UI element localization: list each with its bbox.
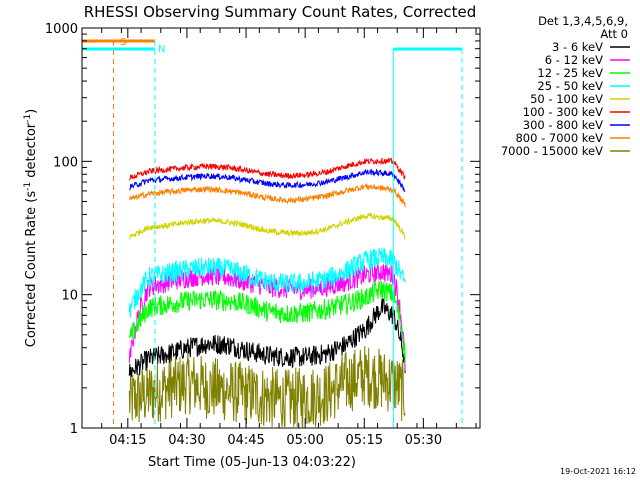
y-axis-label-part2: detector [24,122,39,182]
plot-area: SN [81,37,463,429]
y-axis-label-part1: Corrected Count Rate (s [24,191,39,348]
x-tick-label: 04:15 [109,433,146,448]
series-line-2 [128,280,406,364]
series-line-0 [128,296,406,377]
series-line-4 [129,212,406,241]
y-tick-label: 1000 [45,22,78,37]
axes: 1 10 100 1000 04:15 04:30 04:45 05:00 05:15 05:30 [45,22,481,448]
y-tick-label: 10 [61,289,78,304]
y-axis-label-sup2: -1 [23,114,33,123]
saa-label: S [120,37,126,48]
x-tick-label: 04:30 [168,433,205,448]
legend-label-3: 25 - 50 keV [537,79,603,93]
y-tick-label: 100 [53,155,78,170]
legend-label-7: 800 - 7000 keV [515,131,603,145]
chart-title: RHESSI Observing Summary Count Rates, Co… [84,3,477,21]
legend-header-line1: Det 1,3,4,5,6,9, [538,14,628,28]
generation-timestamp: 19-Oct-2021 16:12 [560,467,636,476]
y-axis-label-part3: ) [24,109,39,114]
y-axis-label: Corrected Count Rate (s-1 detector-1) [23,109,39,347]
y-tick-label: 1 [70,422,78,437]
legend-label-4: 50 - 100 keV [530,92,603,106]
legend-label-6: 300 - 800 keV [523,118,603,132]
series-line-5 [129,157,406,181]
x-axis-label: Start Time (05-Jun-13 04:03:22) [148,455,356,470]
series-line-6 [129,168,406,192]
x-tick-label: 05:15 [346,433,383,448]
plot-frame [81,27,481,429]
series-line-3 [128,247,406,318]
legend-label-1: 6 - 12 keV [545,53,603,67]
night-label: N [158,44,165,55]
x-tick-label: 04:45 [227,433,264,448]
legend-label-8: 7000 - 15000 keV [501,144,603,158]
series-line-7 [128,183,406,208]
legend-header-line2: Att 0 [600,27,628,41]
legend-label-2: 12 - 25 keV [537,66,603,80]
legend-label-0: 3 - 6 keV [552,40,603,54]
y-axis-label-sup1: -1 [23,182,33,191]
x-tick-label: 05:30 [405,433,442,448]
legend-label-5: 100 - 300 keV [523,105,603,119]
x-tick-label: 05:00 [286,433,323,448]
series-line-8 [128,346,406,429]
